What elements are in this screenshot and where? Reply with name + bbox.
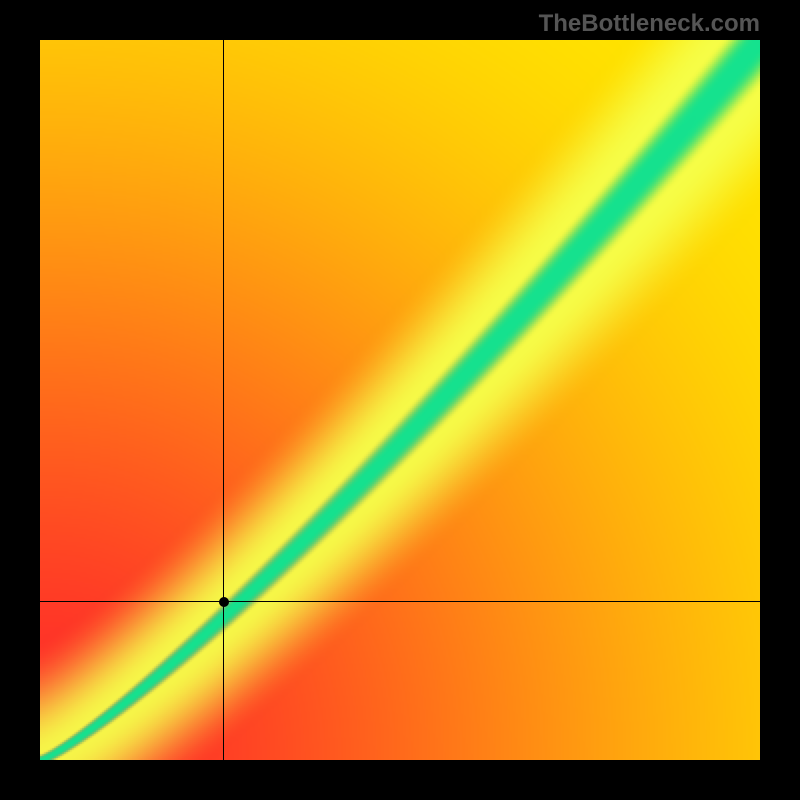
heatmap-canvas — [40, 40, 760, 760]
chart-outer: TheBottleneck.com — [0, 0, 800, 800]
crosshair-horizontal — [40, 601, 760, 602]
crosshair-vertical — [223, 40, 224, 760]
plot-area — [40, 40, 760, 760]
data-point-marker — [219, 597, 229, 607]
watermark-text: TheBottleneck.com — [539, 10, 760, 38]
